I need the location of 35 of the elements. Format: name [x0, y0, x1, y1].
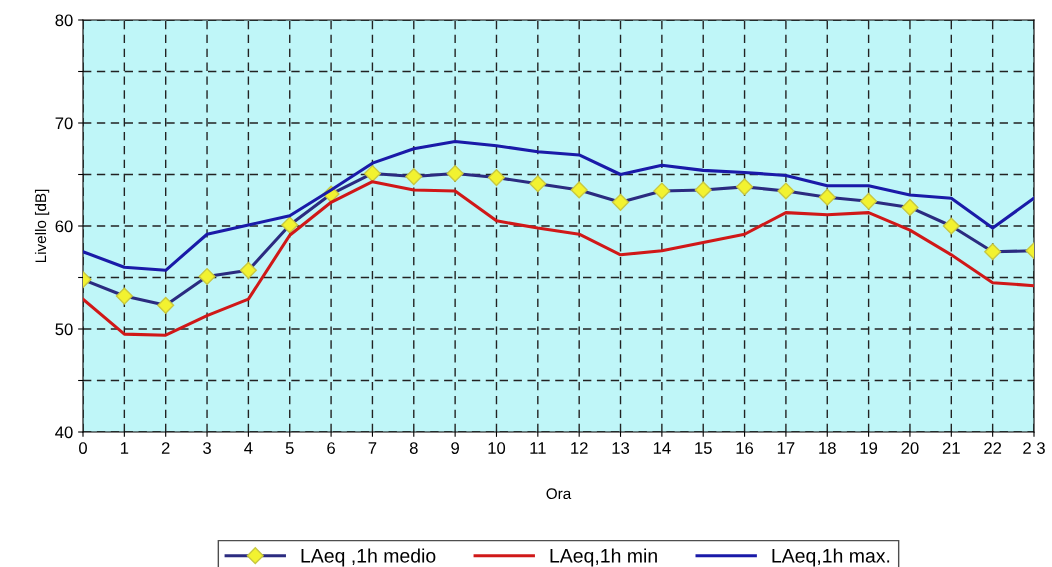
x-tick-label: 21 [942, 442, 960, 454]
y-tick-label: 50 [55, 323, 73, 336]
y-tick-label: 70 [55, 117, 73, 130]
x-tick-label: 22 [984, 442, 1002, 454]
x-tick-label: 7 [368, 442, 377, 454]
x-tick-label: 16 [736, 442, 754, 454]
x-tick-label: 20 [901, 442, 919, 454]
x-tick-label: 13 [612, 442, 630, 454]
legend-label: LAeq ,1h medio [301, 548, 436, 567]
line-series [83, 140, 1034, 272]
x-tick-label: 3 [203, 442, 211, 454]
x-tick-label: 2 3 [1023, 442, 1045, 454]
x-tick-label: 9 [451, 442, 459, 454]
x-tick-label: 2 [161, 442, 170, 454]
x-tick-label: 1 [120, 442, 129, 454]
legend-label: LAeq,1h max. [772, 548, 890, 567]
x-tick-label: 15 [695, 442, 712, 454]
x-tick-label: 4 [244, 442, 253, 454]
x-tick-label: 11 [530, 442, 546, 454]
x-tick-label: 10 [488, 442, 506, 454]
x-tick-label: 19 [860, 442, 878, 454]
x-tick-label: 5 [285, 442, 294, 454]
x-tick-label: 6 [327, 442, 335, 454]
y-tick-label: 60 [55, 220, 73, 233]
x-tick-label: 18 [819, 442, 836, 454]
legend-label: LAeq,1h min [550, 548, 657, 567]
y-axis-title: Livello [dB] [34, 189, 50, 263]
x-tick-label: 0 [79, 442, 87, 454]
x-tick-label: 12 [571, 442, 588, 454]
y-tick-label: 80 [55, 14, 73, 27]
x-axis-title: Ora [546, 488, 572, 500]
x-tick-label: 14 [653, 442, 671, 454]
y-tick-label: 40 [55, 426, 73, 439]
x-tick-label: 17 [777, 442, 795, 454]
x-tick-label: 8 [409, 442, 418, 454]
